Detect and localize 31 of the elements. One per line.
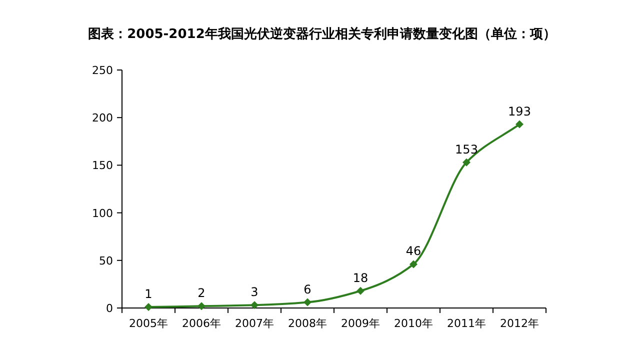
x-tick-label: 2006年 (182, 317, 221, 330)
y-tick-label: 200 (92, 112, 113, 125)
data-label: 6 (304, 282, 312, 296)
x-tick-label: 2009年 (341, 317, 380, 330)
point (144, 303, 152, 312)
data-label: 2 (198, 286, 206, 300)
point (356, 286, 364, 295)
x-tick-label: 2007年 (235, 317, 274, 330)
data-label: 18 (352, 270, 368, 285)
point (304, 298, 312, 306)
x-tick-label: 2008年 (288, 317, 327, 330)
point (516, 120, 524, 128)
data-label: 3 (250, 285, 258, 300)
point (410, 260, 418, 268)
x-tick-label: 2011年 (447, 317, 486, 330)
x-tick-label: 2012年 (500, 317, 539, 330)
chart-title: 图表：2005-2012年我国光伏逆变器行业相关专利申请数量变化图（单位：项） (88, 26, 556, 42)
data-label: 1 (144, 287, 152, 302)
y-tick-label: 250 (92, 64, 113, 77)
point (462, 158, 470, 166)
y-tick-label: 150 (92, 159, 113, 172)
point (198, 302, 206, 310)
y-tick-label: 0 (106, 302, 113, 315)
data-label: 153 (455, 142, 478, 156)
data-label: 46 (406, 244, 422, 258)
point (250, 301, 258, 310)
x-tick-label: 2005年 (129, 317, 168, 330)
x-tick-label: 2010年 (394, 317, 433, 330)
y-tick-label: 50 (99, 254, 113, 268)
y-tick-label: 100 (92, 206, 113, 220)
data-label: 193 (508, 104, 531, 118)
